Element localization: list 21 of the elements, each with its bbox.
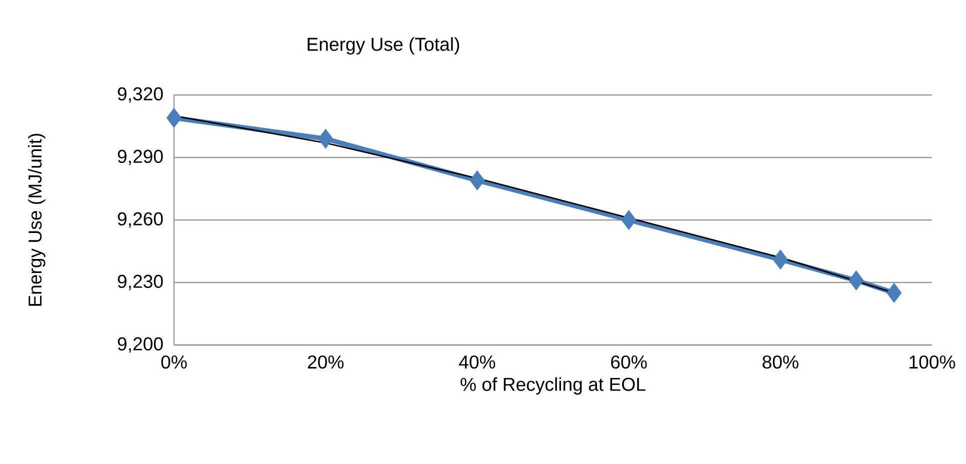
point: [621, 210, 636, 230]
x-tick-label: 20%: [308, 355, 344, 369]
point: [318, 128, 334, 149]
chart-title: Energy Use (Total): [308, 37, 460, 55]
point: [886, 282, 902, 303]
y-tick-label: 9,320: [118, 87, 163, 103]
x-tick-label: 0%: [161, 355, 187, 369]
x-axis-title: % of Recycling at EOL: [460, 377, 646, 395]
x-tick-label: 40%: [459, 355, 496, 369]
point: [166, 108, 182, 128]
point: [772, 250, 788, 270]
y-tick-label: 9,290: [118, 150, 163, 166]
y-tick-label: 9,200: [118, 337, 163, 353]
y-axis-title: Energy Use (MJ/unit): [28, 134, 46, 306]
point: [470, 170, 485, 190]
y-tick-label: 9,260: [118, 212, 163, 228]
point: [848, 270, 864, 290]
y-tick-label: 9,230: [118, 274, 163, 290]
x-tick-label: 80%: [762, 355, 798, 369]
x-tick-label: 60%: [611, 355, 647, 369]
x-tick-label: 100%: [910, 355, 956, 369]
